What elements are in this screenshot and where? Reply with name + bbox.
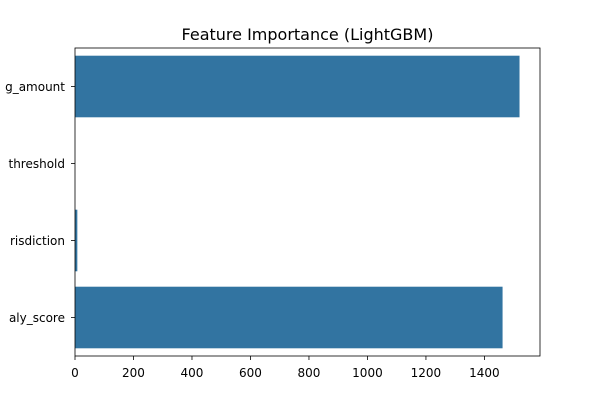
x-tick-label: 200 — [122, 366, 145, 380]
x-tick-label: 1000 — [352, 366, 383, 380]
x-tick-label: 800 — [298, 366, 321, 380]
bar-2 — [75, 209, 78, 272]
x-tick-label: 0 — [71, 366, 79, 380]
bar-0 — [75, 55, 520, 118]
y-tick-label: risdiction — [10, 234, 65, 248]
x-tick-label: 1200 — [411, 366, 442, 380]
axes-layer: g_amount threshold risdiction aly_score 0 200… — [5, 47, 541, 380]
bar-3 — [75, 286, 503, 349]
y-tick-label: g_amount — [5, 80, 65, 94]
y-tick-label: threshold — [8, 157, 65, 171]
x-tick-label: 400 — [181, 366, 204, 380]
plot-frame — [74, 47, 541, 357]
x-tick-label: 1400 — [469, 366, 500, 380]
chart-title: Feature Importance (LightGBM) — [182, 25, 434, 44]
x-tick-label: 600 — [239, 366, 262, 380]
y-tick-label: aly_score — [9, 311, 65, 325]
bars-layer — [75, 55, 520, 349]
